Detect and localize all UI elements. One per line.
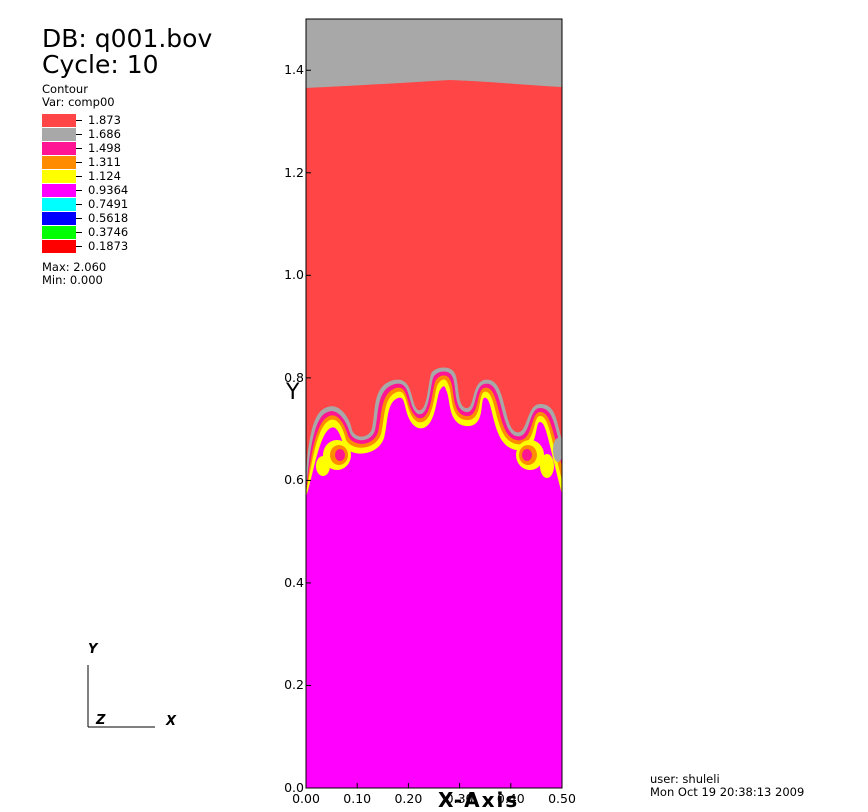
y-axis-title: Y [286,380,300,405]
cycle-title: Cycle: 10 [42,50,159,79]
left-wall-band [316,456,330,476]
max-value-label: Max: 2.060 [42,260,107,274]
x-tick-label: 0.20 [394,791,423,806]
legend-value: 0.9364 [88,183,129,197]
legend-tick [76,134,82,135]
legend-swatch [42,240,76,253]
legend-tick [76,190,82,191]
legend-tick [76,176,82,177]
min-value-label: Min: 0.000 [42,273,103,287]
legend-value: 1.873 [88,113,121,127]
y-tick-label: 0.4 [284,574,304,590]
x-axis-title: X-Axis [438,788,520,812]
legend-tick [76,162,82,163]
plot-type-label: Contour [42,82,88,96]
plot-frame [305,18,563,789]
legend-tick [76,204,82,205]
legend-tick [76,232,82,233]
right-wall-gray-band [553,438,562,462]
right-vortex-core [522,449,532,461]
light-fluid-region [306,386,562,788]
legend-swatch [42,212,76,225]
legend-swatch [42,156,76,169]
y-tick-label: 0.6 [284,472,304,488]
x-tick-label: 0.00 [292,791,320,806]
y-tick-label: 0.0 [284,780,304,795]
x-tick-label: 0.30 [445,791,474,806]
y-tick-label: 0.8 [284,369,304,385]
right-wall-band [540,454,554,478]
user-label: user: shuleli [650,772,720,786]
legend-tick [76,148,82,149]
x-tick-label: 0.40 [496,791,525,806]
y-tick-label: 1.0 [284,267,304,283]
legend-tick [76,218,82,219]
database-title: DB: q001.bov [42,24,213,53]
y-axis-ticks [306,69,311,789]
x-axis-ticks [305,783,563,788]
legend-value: 1.311 [88,155,121,169]
legend-value: 0.7491 [88,197,129,211]
legend-value: 1.498 [88,141,121,155]
y-tick-label: 1.2 [284,164,304,180]
x-tick-label: 0.50 [548,791,576,806]
legend-swatch [42,128,76,141]
triad-x-label: X [166,714,177,729]
date-label: Mon Oct 19 20:38:13 2009 [650,785,805,799]
legend-swatch [42,198,76,211]
legend-tick [76,120,82,121]
legend-tick [76,246,82,247]
x-tick-label: 0.10 [343,791,372,806]
legend-swatch [42,142,76,155]
variable-label: Var: comp00 [42,95,115,109]
left-vortex-core [335,449,345,461]
legend-value: 0.3746 [88,225,129,239]
axis-triad [87,665,155,728]
legend-value: 0.1873 [88,239,129,253]
legend-swatch [42,114,76,127]
legend-value: 0.5618 [88,211,129,225]
legend-swatch [42,184,76,197]
y-tick-label: 0.2 [284,677,304,693]
legend-value: 1.686 [88,127,121,141]
triad-z-label: Z [96,713,106,728]
contour-field [306,19,562,788]
y-tick-label: 1.4 [284,62,304,78]
legend-swatch [42,170,76,183]
legend-swatch [42,226,76,239]
triad-y-label: Y [88,642,98,657]
legend-value: 1.124 [88,169,121,183]
